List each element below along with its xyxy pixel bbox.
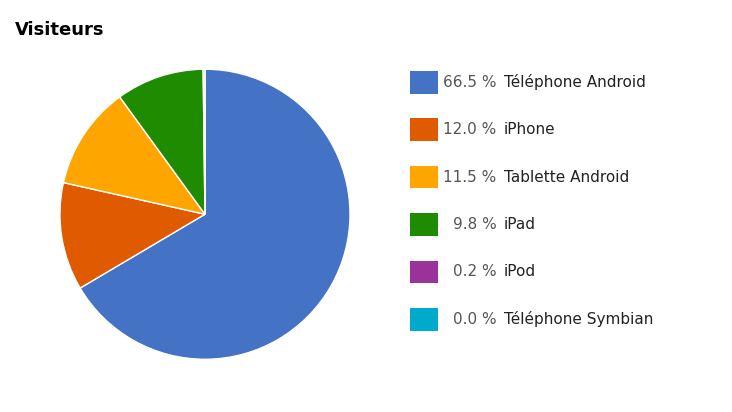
Text: 11.5 %: 11.5 % [443,170,496,185]
Wedge shape [60,183,205,288]
Text: 0.2 %: 0.2 % [452,265,496,279]
Text: Visiteurs: Visiteurs [15,21,104,39]
Wedge shape [120,69,205,214]
Text: Téléphone Symbian: Téléphone Symbian [504,311,653,327]
Wedge shape [203,69,205,214]
Text: iPad: iPad [504,217,536,232]
Text: Téléphone Android: Téléphone Android [504,75,646,90]
Wedge shape [64,97,205,214]
Text: iPhone: iPhone [504,122,556,137]
Wedge shape [80,69,350,359]
Text: 0.0 %: 0.0 % [452,312,496,327]
Text: 66.5 %: 66.5 % [443,75,496,90]
Text: 9.8 %: 9.8 % [452,217,496,232]
Text: Tablette Android: Tablette Android [504,170,629,185]
Text: iPod: iPod [504,265,536,279]
Text: 12.0 %: 12.0 % [443,122,496,137]
